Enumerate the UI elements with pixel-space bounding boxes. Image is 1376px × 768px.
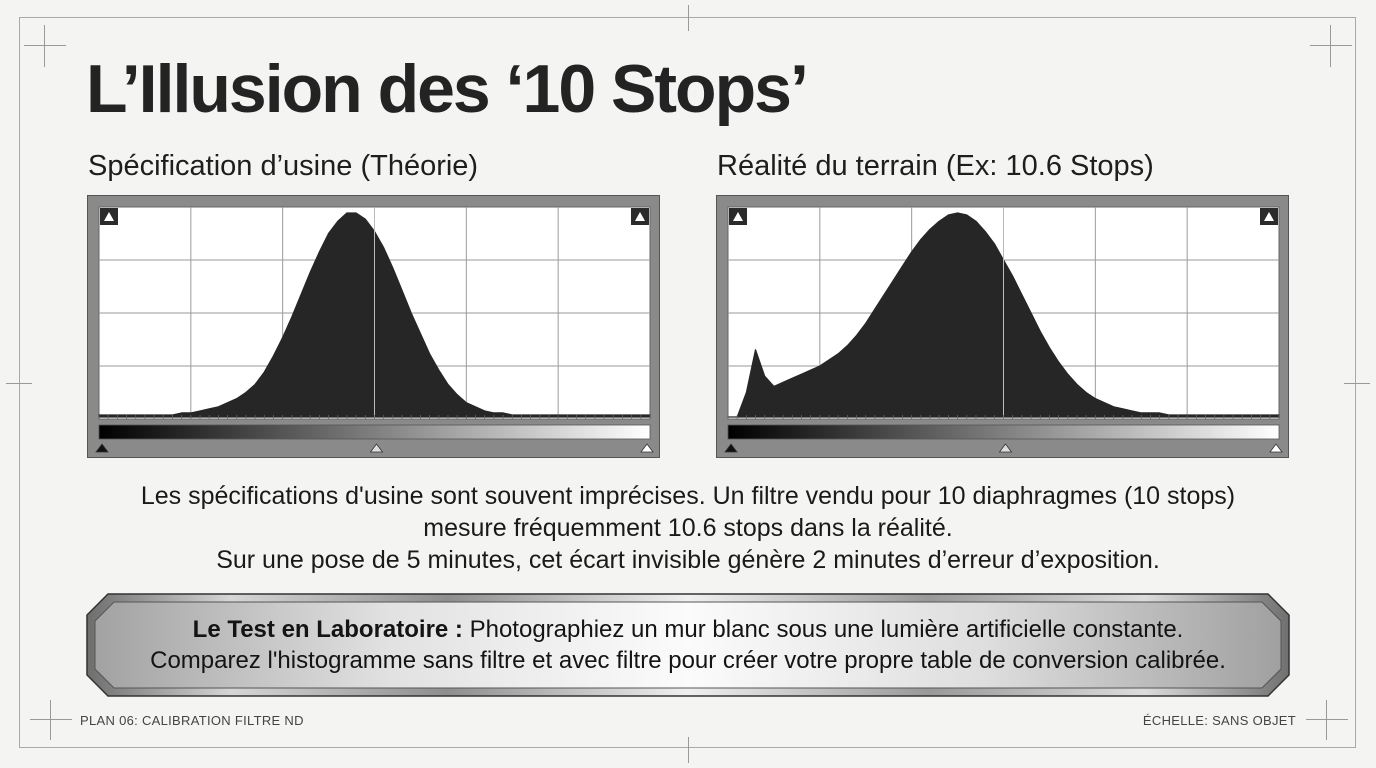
- right-panel-heading: Réalité du terrain (Ex: 10.6 Stops): [717, 150, 1154, 182]
- lab-test-line-2: Comparez l'histogramme sans filtre et av…: [150, 647, 1226, 674]
- footer-scale-label: ÉCHELLE: SANS OBJET: [1142, 713, 1296, 728]
- description-line-3: Sur une pose de 5 minutes, cet écart inv…: [216, 546, 1160, 574]
- clipping-indicator-icon: [104, 212, 114, 221]
- clipping-indicator-icon: [635, 212, 645, 221]
- crop-mark-bottom-right: [1306, 719, 1348, 720]
- clipping-indicator-icon: [1264, 212, 1274, 221]
- level-slider-handle: [1269, 443, 1283, 453]
- histogram-theory-svg: [95, 206, 654, 453]
- lab-test-text: Le Test en Laboratoire : Photographiez u…: [86, 614, 1290, 676]
- crop-mark-bottom-right-vertical: [1326, 700, 1327, 740]
- histogram-theory: [87, 195, 660, 458]
- crop-mark-bottom-left-vertical: [50, 700, 51, 740]
- level-slider-handle: [369, 443, 384, 453]
- clipping-indicator-icon: [733, 212, 743, 221]
- tonal-gradient-bar: [727, 424, 1280, 440]
- level-slider-handle: [95, 443, 109, 453]
- left-panel-heading: Spécification d’usine (Théorie): [88, 150, 479, 182]
- lab-test-line-1: Photographiez un mur blanc sous une lumi…: [462, 616, 1184, 643]
- description-text: Les spécifications d'usine sont souvent …: [0, 480, 1376, 576]
- center-mark-bottom: [688, 737, 689, 763]
- crop-mark-top-left-vertical: [44, 25, 45, 67]
- crop-mark-bottom-left: [30, 719, 72, 720]
- crop-mark-top-left: [24, 45, 66, 46]
- level-slider-handle: [998, 443, 1013, 453]
- footer-plan-label: PLAN 06: CALIBRATION FILTRE ND: [80, 713, 304, 728]
- description-line-2: mesure fréquemment 10.6 stops dans la ré…: [423, 514, 953, 542]
- crop-mark-top-right: [1310, 45, 1352, 46]
- center-mark-right: [1344, 383, 1370, 384]
- histogram-reality: [716, 195, 1289, 458]
- lab-test-banner: [86, 593, 1290, 697]
- crop-mark-top-right-vertical: [1330, 25, 1331, 67]
- level-slider-handle: [640, 443, 654, 453]
- center-mark-top: [688, 5, 689, 31]
- lab-test-label: Le Test en Laboratoire :: [192, 616, 463, 643]
- drawing-frame: [19, 17, 1356, 748]
- level-slider-handle: [724, 443, 738, 453]
- description-line-1: Les spécifications d'usine sont souvent …: [140, 482, 1236, 510]
- center-mark-left: [6, 383, 32, 384]
- tonal-gradient-bar: [98, 424, 651, 440]
- histogram-reality-svg: [724, 206, 1283, 453]
- page-title: L’Illusion des ‘10 Stops’: [86, 51, 809, 127]
